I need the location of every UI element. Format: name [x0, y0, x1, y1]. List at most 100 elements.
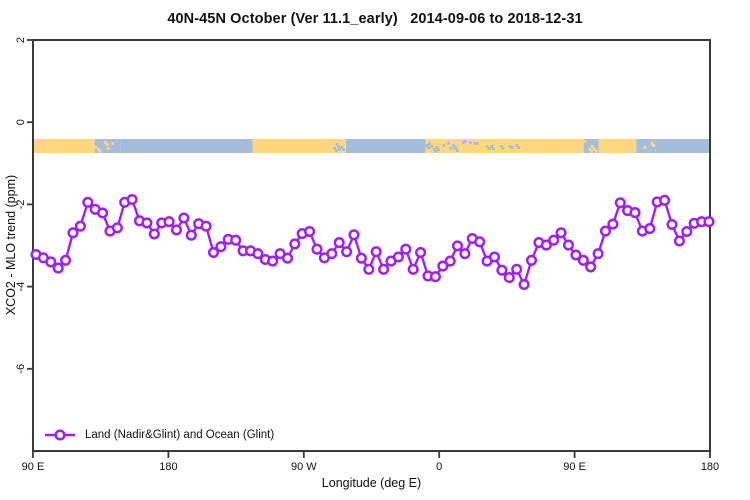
- coast-speckle: [428, 142, 431, 145]
- data-point-marker: [555, 227, 567, 239]
- coast-speckle: [98, 150, 102, 153]
- data-point-marker: [230, 234, 242, 246]
- data-point-marker: [207, 246, 220, 259]
- coast-speckle: [594, 150, 598, 153]
- coast-speckle: [456, 149, 459, 153]
- data-point-marker: [82, 196, 94, 208]
- data-point-marker: [111, 222, 123, 234]
- data-point-marker: [451, 240, 464, 252]
- coast-speckle: [508, 145, 512, 148]
- coast-speckle: [593, 148, 597, 151]
- data-point-marker: [614, 197, 626, 209]
- data-point-marker: [459, 248, 471, 260]
- coast-speckle: [461, 141, 465, 144]
- coast-speckle: [501, 147, 505, 151]
- data-point-marker: [437, 260, 449, 272]
- surface-band-segment: [508, 139, 521, 154]
- data-point-marker: [355, 252, 367, 264]
- data-point-marker: [289, 238, 301, 250]
- coast-speckle: [338, 148, 341, 151]
- surface-band-segment: [120, 139, 253, 154]
- coast-speckle: [468, 141, 472, 144]
- data-point-marker: [52, 262, 64, 274]
- surface-band-segment: [520, 139, 584, 154]
- surface-band-segment: [252, 139, 331, 154]
- coast-speckle: [442, 144, 446, 147]
- data-point-marker: [126, 193, 138, 206]
- data-point-marker: [348, 229, 360, 241]
- data-point-marker: [666, 218, 678, 231]
- data-point-marker: [178, 212, 190, 224]
- coast-speckle: [650, 142, 654, 145]
- data-point-marker: [60, 254, 72, 266]
- coast-speckle: [334, 149, 338, 153]
- coast-speckle: [94, 146, 98, 149]
- coast-speckle: [340, 146, 344, 149]
- data-point-marker: [333, 237, 345, 249]
- legend-label: Land (Nadir&Glint) and Ocean (Glint): [85, 429, 275, 441]
- surface-band-segment: [598, 139, 637, 154]
- surface-band-segment: [655, 139, 710, 154]
- x-tick-label: 0: [436, 461, 442, 473]
- x-tick-label: 180: [701, 461, 719, 473]
- data-point-marker: [444, 255, 456, 267]
- coast-speckle: [435, 146, 439, 149]
- data-point-marker: [659, 194, 671, 206]
- coast-speckle: [104, 141, 108, 144]
- coast-speckle: [111, 142, 115, 145]
- surface-band-segment: [345, 139, 426, 154]
- coast-speckle: [337, 145, 341, 149]
- plot-frame: [32, 39, 711, 452]
- coast-speckle: [454, 147, 458, 150]
- coast-speckle: [652, 144, 656, 148]
- data-point-marker: [378, 263, 390, 275]
- coast-speckle: [476, 142, 479, 145]
- data-point-marker: [170, 224, 183, 236]
- data-point-marker: [163, 216, 175, 228]
- data-point-marker: [148, 228, 160, 240]
- data-point-marker: [45, 256, 57, 268]
- coast-speckle: [588, 148, 592, 151]
- x-tick-label: 180: [159, 461, 177, 473]
- data-point-marker: [570, 249, 582, 261]
- data-point-marker: [392, 251, 404, 263]
- data-point-marker: [74, 220, 86, 232]
- coast-speckle: [335, 143, 339, 146]
- x-tick-label: 90 E: [22, 461, 45, 473]
- coast-speckle: [427, 146, 431, 150]
- data-point-marker: [673, 235, 685, 247]
- surface-band-segment: [33, 139, 95, 154]
- coast-speckle: [485, 145, 489, 148]
- coast-speckle: [447, 142, 451, 145]
- coast-speckle: [425, 144, 429, 147]
- y-tick-label: -4: [15, 282, 27, 292]
- data-point-marker: [215, 241, 227, 253]
- x-axis-label: Longitude (deg E): [321, 476, 422, 490]
- coast-speckle: [430, 145, 434, 148]
- data-point-marker: [577, 254, 589, 266]
- coast-speckle: [105, 143, 109, 147]
- data-point-marker: [562, 239, 575, 251]
- data-point-marker: [200, 220, 212, 232]
- data-point-marker: [496, 264, 508, 276]
- surface-band-segment: [505, 139, 509, 154]
- data-point-marker: [488, 251, 501, 263]
- data-point-marker: [607, 218, 619, 230]
- x-tick-label: 90 W: [291, 461, 317, 473]
- coast-speckle: [436, 148, 440, 152]
- y-tick-label: 2: [15, 37, 27, 43]
- coast-speckle: [106, 147, 110, 150]
- data-point-marker: [97, 207, 109, 219]
- data-point-marker: [525, 254, 538, 266]
- y-tick-label: 0: [15, 119, 27, 125]
- coast-speckle: [590, 145, 594, 148]
- coast-speckle: [97, 148, 100, 151]
- coast-speckle: [583, 140, 587, 143]
- coast-speckle: [464, 140, 467, 143]
- y-tick-label: -2: [15, 200, 27, 210]
- legend-line-marker-icon: [45, 429, 75, 441]
- surface-band-segment: [425, 139, 506, 154]
- coast-speckle: [490, 145, 494, 148]
- data-point-marker: [407, 263, 419, 275]
- coast-speckle: [492, 147, 495, 151]
